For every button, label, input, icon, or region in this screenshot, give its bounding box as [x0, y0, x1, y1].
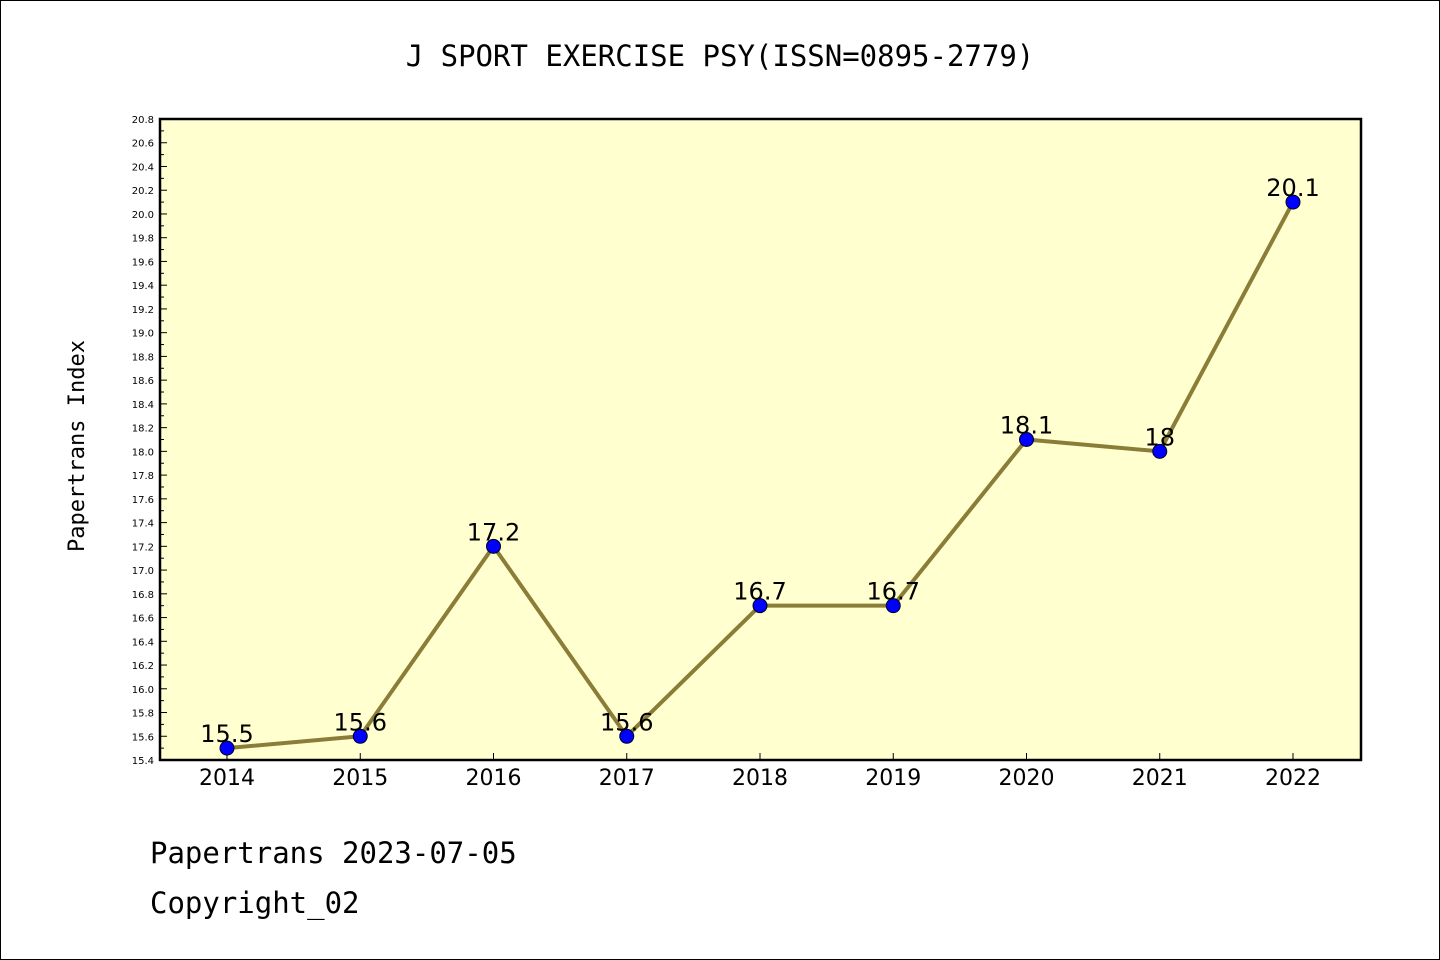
y-tick-label: 19.4	[132, 281, 154, 292]
y-tick-label: 16.2	[132, 661, 154, 672]
y-tick-label: 20.8	[132, 115, 154, 126]
x-tick-label: 2021	[1132, 766, 1188, 791]
footer-copyright-line: Copyright_02	[150, 886, 360, 920]
y-tick-label: 19.6	[132, 257, 154, 268]
x-tick-label: 2018	[732, 766, 788, 791]
y-tick-label: 18.8	[132, 352, 154, 363]
y-tick-label: 18.2	[132, 424, 154, 435]
y-tick-label: 18.6	[132, 376, 154, 387]
data-point-marker	[619, 728, 635, 744]
y-tick-label: 20.0	[132, 210, 154, 221]
data-point-marker	[1019, 432, 1034, 447]
y-tick-label: 17.2	[132, 542, 154, 553]
y-axis-label: Papertrans Index	[65, 340, 90, 552]
x-tick-label: 2014	[199, 766, 255, 791]
x-tick-label: 2019	[865, 766, 921, 791]
data-point-marker	[486, 538, 501, 554]
data-point-label: 18	[1144, 423, 1175, 451]
data-point-marker	[1285, 194, 1301, 210]
footer-date-line: Papertrans 2023-07-05	[150, 836, 517, 870]
y-tick-label: 17.4	[132, 519, 154, 530]
y-tick-label: 16.8	[132, 590, 154, 601]
y-tick-label: 20.6	[132, 139, 154, 150]
data-point-label: 16.7	[867, 578, 920, 606]
y-tick-label: 17.8	[132, 471, 154, 482]
y-axis-ticks: 15.4 15.6 15.8 16.0 16.2 16.4 16.6 16.8 17.0 17.2…	[132, 115, 167, 767]
data-point-label: 15.5	[200, 720, 253, 748]
y-tick-label: 17.6	[132, 495, 154, 506]
data-point-marker	[219, 740, 235, 756]
y-tick-label: 15.4	[132, 756, 154, 767]
data-markers	[219, 194, 1301, 756]
y-tick-label: 17.0	[132, 566, 154, 577]
y-tick-label: 19.2	[132, 305, 154, 316]
y-tick-label: 15.8	[132, 709, 154, 720]
y-tick-label: 16.6	[132, 614, 154, 625]
y-tick-label: 19.8	[132, 234, 154, 245]
x-tick-label: 2022	[1265, 766, 1321, 791]
y-tick-label: 18.0	[132, 447, 154, 458]
data-point-marker	[1152, 443, 1168, 459]
x-axis-ticks: 2014 2015 2016 2017 2018 2019 2020 2021 2022	[199, 753, 1321, 791]
data-point-label: 15.6	[334, 708, 387, 736]
data-point-marker	[752, 598, 768, 614]
data-point-label: 15.6	[600, 708, 653, 736]
data-labels: 15.5 15.6 17.2 15.6 16.7 16.7 18.1 18 20.1	[200, 174, 1319, 748]
y-tick-label: 19.0	[132, 329, 154, 340]
data-point-marker	[885, 598, 901, 614]
x-tick-label: 2017	[599, 766, 655, 791]
x-tick-label: 2020	[999, 766, 1055, 791]
x-tick-label: 2016	[466, 766, 522, 791]
data-point-label: 20.1	[1266, 174, 1319, 202]
data-point-label: 17.2	[467, 518, 520, 546]
data-point-label: 16.7	[733, 578, 786, 606]
y-tick-label: 16.4	[132, 637, 154, 648]
y-tick-label: 20.2	[132, 186, 154, 197]
y-tick-label: 20.4	[132, 162, 154, 173]
y-tick-label: 16.0	[132, 685, 154, 696]
data-point-marker	[352, 728, 368, 744]
y-tick-label: 18.4	[132, 400, 154, 411]
y-tick-label: 15.6	[132, 732, 154, 743]
chart-title: J SPORT EXERCISE PSY(ISSN=0895-2779)	[406, 39, 1035, 73]
data-point-label: 18.1	[1000, 412, 1053, 440]
x-tick-label: 2015	[332, 766, 388, 791]
plot-area	[158, 117, 1363, 762]
